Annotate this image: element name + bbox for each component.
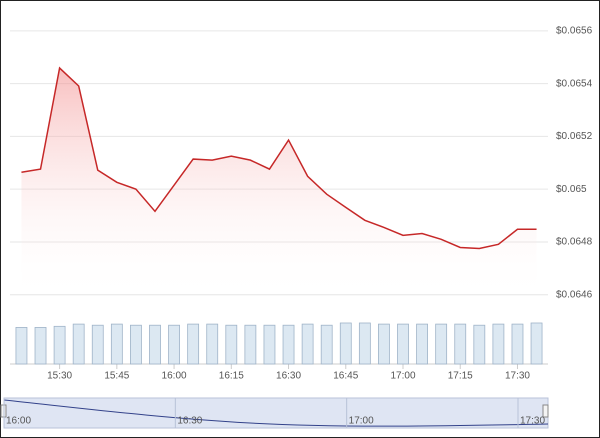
y-tick-label: $0.0652 [556, 131, 593, 142]
volume-bar [416, 323, 428, 365]
volume-bar [339, 322, 352, 365]
volume-bar [72, 323, 85, 365]
volume-bar [130, 324, 142, 365]
x-tick-label: 17:15 [448, 371, 473, 382]
volume-bar [435, 323, 448, 365]
x-tick-label: 15:30 [47, 371, 72, 382]
volume-bar [263, 324, 276, 365]
volume-bar [378, 323, 390, 365]
navigator-label: 17:30 [520, 416, 545, 427]
volume-bar [511, 323, 524, 365]
y-tick-label: $0.0646 [556, 289, 593, 300]
navigator-label: 16:00 [6, 416, 31, 427]
x-tick-label: 15:45 [104, 371, 129, 382]
volume-bar [320, 324, 333, 365]
volume-bar [206, 323, 219, 365]
volume-bar [110, 323, 123, 365]
y-tick-label: $0.0654 [556, 78, 593, 89]
x-tick-label: 16:00 [162, 371, 187, 382]
x-tick-label: 17:00 [390, 371, 415, 382]
volume-bar [282, 324, 295, 365]
volume-bar [149, 324, 161, 365]
x-tick-label: 16:15 [219, 371, 244, 382]
y-tick-label: $0.065 [556, 184, 587, 195]
volume-bar [187, 323, 200, 365]
volume-bar [168, 324, 180, 365]
volume-bar [397, 323, 409, 365]
price-line [21, 66, 537, 250]
navigator[interactable] [3, 397, 549, 429]
x-tick-label: 16:30 [276, 371, 301, 382]
navigator-line [3, 399, 549, 427]
area [21, 68, 537, 301]
volume-bar [492, 323, 505, 365]
volume-bar [91, 324, 104, 365]
navigator-handle[interactable] [542, 404, 549, 418]
x-tick-label: 16:45 [333, 371, 358, 382]
volume-bar [358, 322, 371, 365]
y-tick-label: $0.0648 [556, 237, 593, 248]
volume-bar [53, 325, 66, 365]
volume-bar [225, 324, 238, 365]
volume-bar [454, 323, 467, 365]
volume-bar [530, 322, 543, 365]
volume-bar [244, 324, 257, 365]
volume-bar [301, 323, 314, 365]
x-tick-label: 17:30 [505, 371, 530, 382]
navigator-label: 17:00 [349, 416, 374, 427]
y-tick-label: $0.0656 [556, 25, 593, 36]
volume-bar [473, 324, 486, 365]
volume-bar [34, 327, 47, 365]
volume-bar [15, 327, 28, 365]
navigator-label: 16:30 [177, 416, 202, 427]
